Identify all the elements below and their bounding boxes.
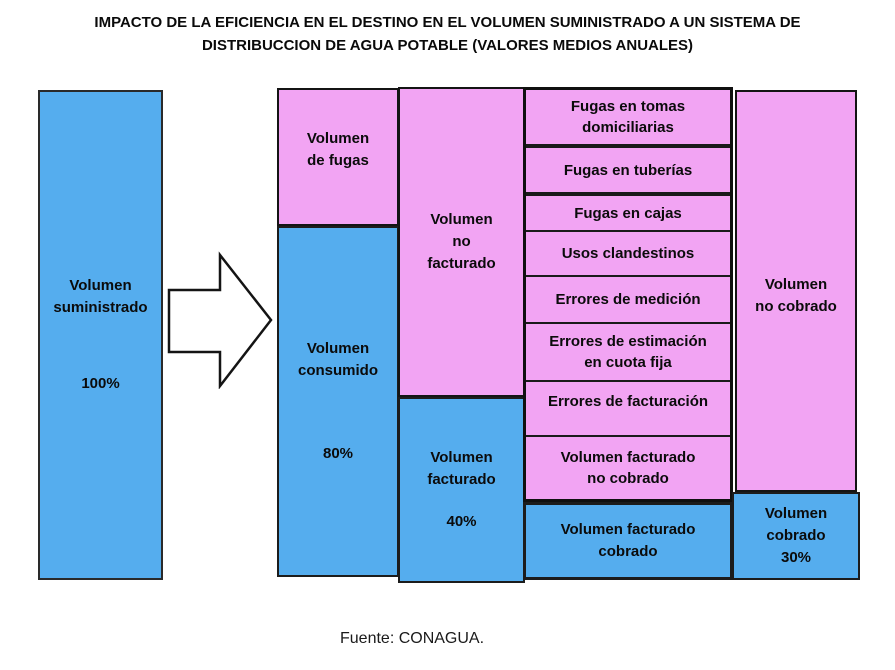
breakdown-item-fugas-cajas: Fugas en cajas xyxy=(526,196,730,232)
breakdown-item-errores-facturacion: Errores de facturación xyxy=(526,382,730,437)
leak-volume-label: Volumen de fugas xyxy=(306,130,370,169)
non-billed-volume-box: Volumen no facturado xyxy=(398,87,525,397)
breakdown-stack: Fugas en tomas domiciliarias Fugas en tu… xyxy=(523,87,733,502)
supplied-volume-box: Volumen suministrado 100% xyxy=(38,90,163,580)
collected-volume-box: Volumen cobrado 30% xyxy=(732,492,860,580)
billed-volume-label: Volumen facturado xyxy=(427,449,496,488)
non-collected-volume-label: Volumen no cobrado xyxy=(755,276,837,315)
breakdown-item-errores-medicion: Errores de medición xyxy=(526,277,730,324)
billed-collected-volume-label: Volumen facturado cobrado xyxy=(560,521,696,560)
collected-volume-label: Volumen cobrado xyxy=(764,505,828,544)
breakdown-item-fugas-tomas: Fugas en tomas domiciliarias xyxy=(526,90,730,148)
supplied-volume-label: Volumen suministrado xyxy=(53,277,148,316)
breakdown-item-usos-clandestinos: Usos clandestinos xyxy=(526,232,730,277)
billed-volume-value: 40% xyxy=(446,513,477,530)
non-billed-volume-label: Volumen no facturado xyxy=(427,211,496,272)
supplied-volume-value: 100% xyxy=(81,375,120,392)
breakdown-item-facturado-no-cobrado: Volumen facturado no cobrado xyxy=(560,449,696,487)
source-caption: Fuente: CONAGUA. xyxy=(340,630,485,647)
consumed-volume-label: Volumen consumido xyxy=(297,340,378,379)
consumed-volume-box: Volumen consumido 80% xyxy=(277,226,399,577)
leak-volume-box: Volumen de fugas xyxy=(277,88,399,226)
billed-volume-box: Volumen facturado 40% xyxy=(398,397,525,583)
breakdown-item-fugas-tuberias: Fugas en tuberías xyxy=(526,148,730,196)
collected-volume-value: 30% xyxy=(780,549,812,566)
right-arrow-icon xyxy=(167,251,273,389)
billed-collected-volume-box: Volumen facturado cobrado xyxy=(523,502,733,580)
non-collected-volume-box: Volumen no cobrado xyxy=(735,90,857,492)
breakdown-item-errores-estimacion: Errores de estimación en cuota fija xyxy=(526,324,730,382)
consumed-volume-value: 80% xyxy=(322,445,354,462)
diagram-title: IMPACTO DE LA EFICIENCIA EN EL DESTINO E… xyxy=(94,14,801,54)
